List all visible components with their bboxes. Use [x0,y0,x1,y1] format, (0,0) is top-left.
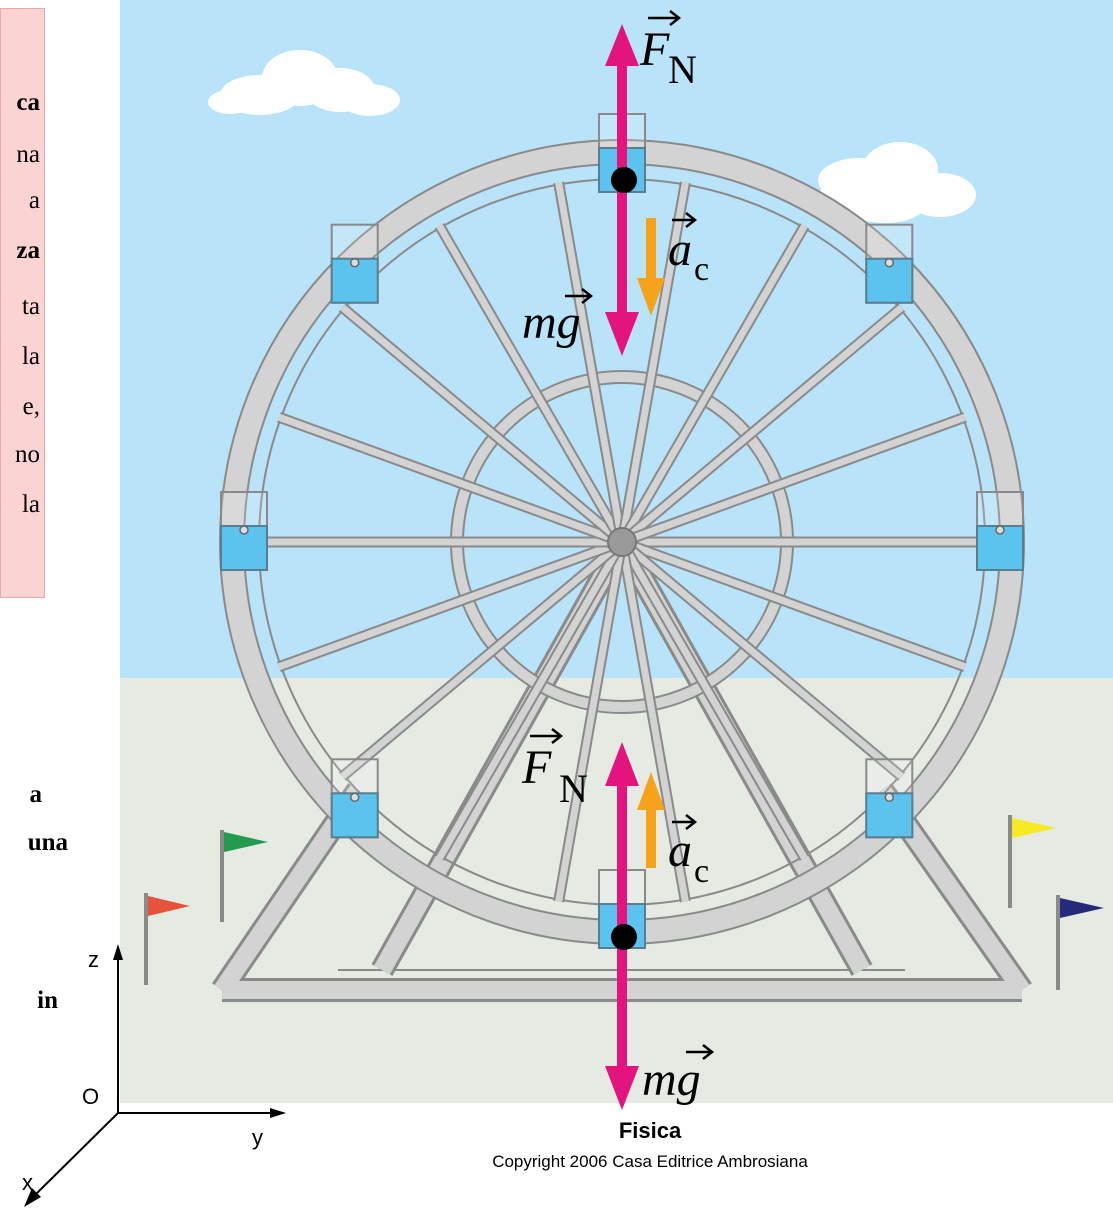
text-fragment: una [27,829,68,856]
text-fragment: la [21,491,40,518]
svg-text:a: a [668,824,692,877]
bottom-accel-label: a c [668,814,709,890]
top-normal-force-arrow [605,24,639,178]
svg-text:c: c [694,251,709,288]
text-fragment: a [29,781,43,808]
cabin [330,223,379,304]
bottom-normal-force-label: F N [521,728,588,811]
flag-green [220,830,268,922]
svg-text:N: N [668,47,697,92]
axis-x-label: x [22,1170,33,1195]
spoke-fill [555,181,624,529]
text-fragment: za [16,237,40,264]
flag-red [144,893,190,985]
caption-copyright: Copyright 2006 Casa Editrice Ambrosiana [492,1152,808,1171]
bottom-normal-force-arrow [605,742,639,937]
text-fragment: in [37,987,58,1014]
cabin [865,223,914,304]
spoke-fill [625,552,808,860]
spoke-fill [340,304,614,536]
axis-y-label: y [252,1125,263,1150]
svg-text:a: a [668,223,692,276]
spoke-fill [555,555,624,903]
svg-text:N: N [559,766,588,811]
spoke-fill [340,548,614,780]
spoke-fill [630,304,904,536]
axis-z-label: z [88,947,99,972]
spoke-fill [625,224,808,532]
cabin [220,491,268,571]
top-mass-dot [611,167,637,193]
flag-yellow [1008,815,1056,908]
text-fragment: ta [21,293,40,320]
cloud-left [208,50,400,116]
top-weight-label: mg [522,288,594,349]
spoke-fill [633,543,967,671]
caption-title: Fisica [618,1118,682,1143]
text-panel [0,8,45,598]
cabin [330,758,379,839]
text-fragment: la [21,343,40,370]
coordinate-axes [24,944,286,1207]
bottom-accel-arrow [637,772,665,868]
spoke-fill [620,555,689,903]
text-fragment: a [28,187,40,214]
cabin [976,491,1024,571]
spoke-fill [620,181,689,529]
svg-text:mg: mg [642,1053,701,1106]
spoke-fill [633,413,967,541]
svg-text:F: F [639,23,670,76]
top-accel-label: a c [668,212,709,288]
top-accel-arrow [637,218,665,316]
text-fragment: e, [22,393,40,420]
flag-blue [1056,895,1104,990]
top-normal-force-label: F N [639,10,697,92]
svg-text:F: F [521,741,552,794]
svg-text:mg: mg [522,296,581,349]
top-weight-arrow [605,178,639,356]
spoke-fill [436,224,619,532]
bottom-mass-dot [611,924,637,950]
spoke-fill [277,413,611,541]
text-fragment: ca [16,89,40,116]
spoke-fill [630,548,904,780]
wheel-spokes [257,181,987,903]
cabin [865,758,914,839]
bottom-weight-label: mg [642,1044,715,1106]
text-fragment: no [15,441,40,468]
text-fragment: na [16,141,40,168]
cloud-right [817,142,976,223]
spoke-fill [277,543,611,671]
bottom-weight-arrow [605,937,639,1110]
svg-text:c: c [694,853,709,890]
spoke-fill [436,552,619,860]
hub [607,527,637,557]
axis-origin-label: O [82,1084,99,1109]
